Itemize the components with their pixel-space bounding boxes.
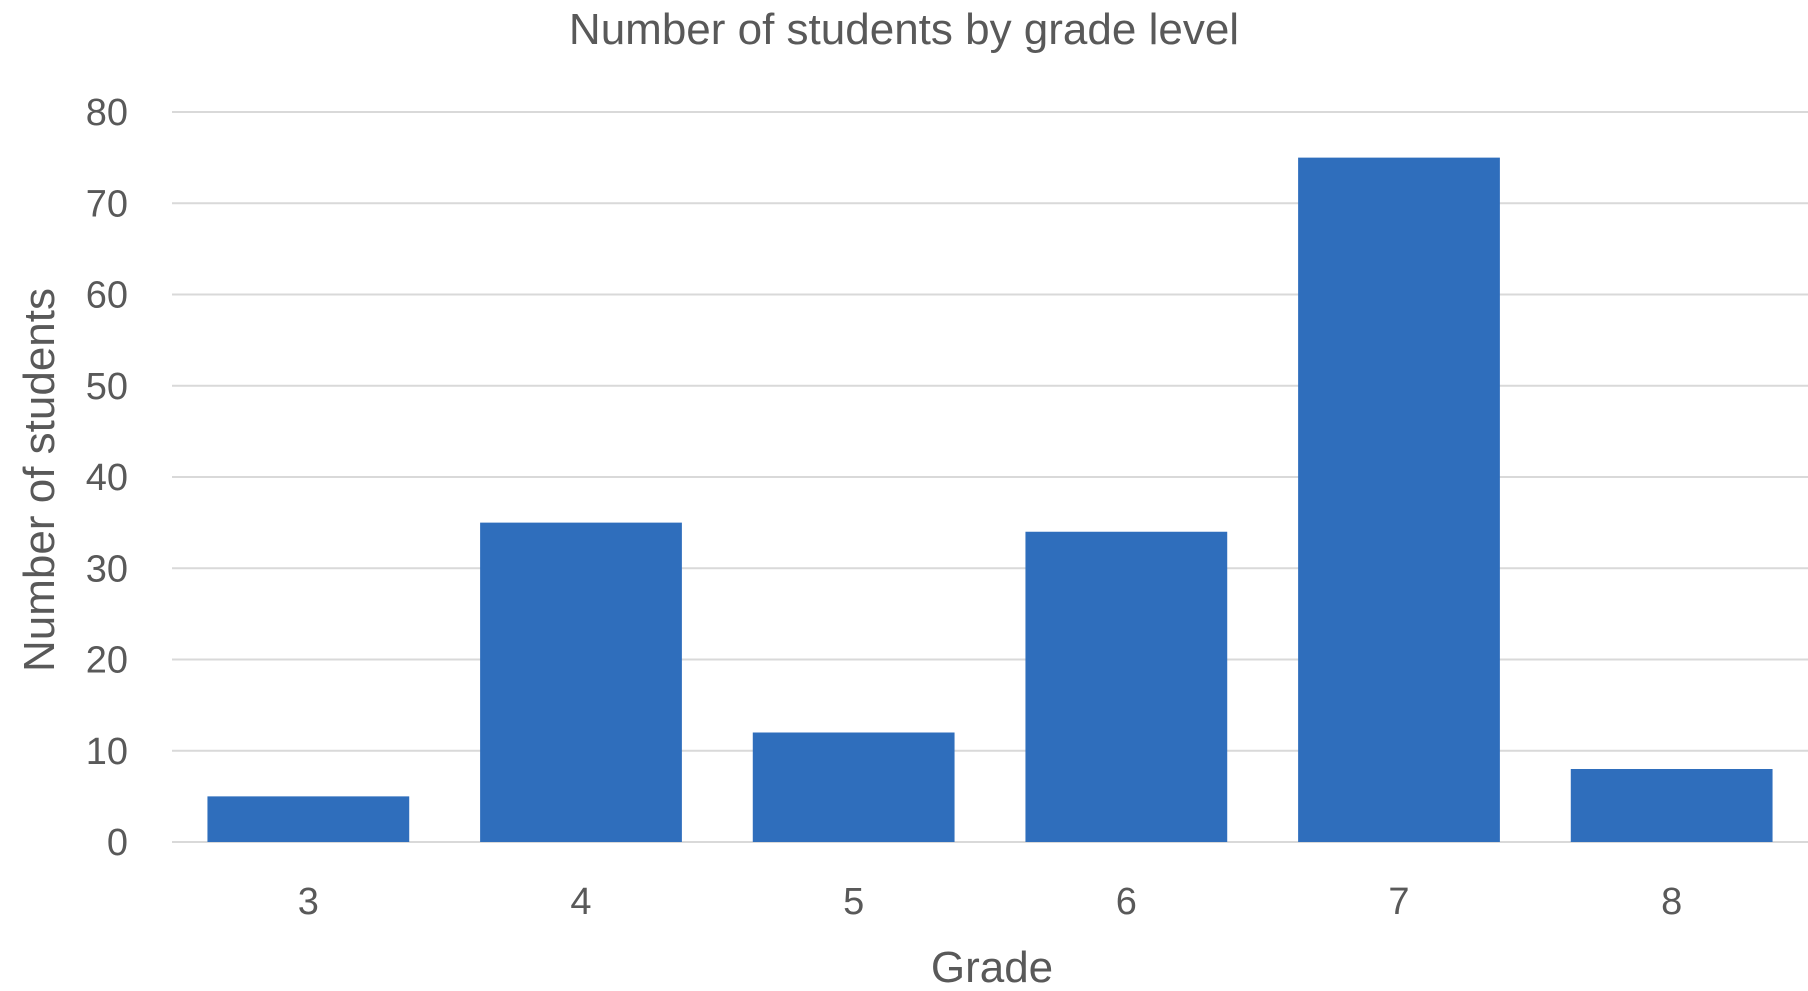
x-tick-label: 6 [1116, 881, 1137, 923]
bars [207, 158, 1772, 842]
x-tick-label: 4 [570, 881, 591, 923]
bar-grade-7 [1298, 158, 1500, 842]
x-tick-label: 7 [1388, 881, 1409, 923]
bar-grade-8 [1571, 769, 1773, 842]
x-axis-title: Grade [931, 943, 1053, 991]
x-tick-label: 8 [1661, 881, 1682, 923]
y-axis-ticks: 0 10 20 30 40 50 60 70 80 [86, 92, 128, 864]
bar-grade-6 [1025, 532, 1227, 842]
y-tick-label: 70 [86, 183, 128, 225]
bar-grade-3 [207, 796, 409, 842]
x-axis-ticks: 3 4 5 6 7 8 [298, 881, 1682, 923]
bar-grade-4 [480, 523, 682, 842]
x-tick-label: 3 [298, 881, 319, 923]
y-tick-label: 20 [86, 640, 128, 682]
y-tick-label: 50 [86, 366, 128, 408]
y-tick-label: 60 [86, 275, 128, 317]
y-tick-label: 0 [107, 822, 128, 864]
y-tick-label: 30 [86, 548, 128, 590]
y-tick-label: 40 [86, 457, 128, 499]
y-axis-title: Number of students [15, 288, 64, 672]
y-tick-label: 10 [86, 731, 128, 773]
y-tick-label: 80 [86, 92, 128, 134]
gridlines [172, 112, 1808, 842]
bar-grade-5 [753, 733, 955, 843]
x-tick-label: 5 [843, 881, 864, 923]
chart-title: Number of students by grade level [569, 5, 1239, 54]
